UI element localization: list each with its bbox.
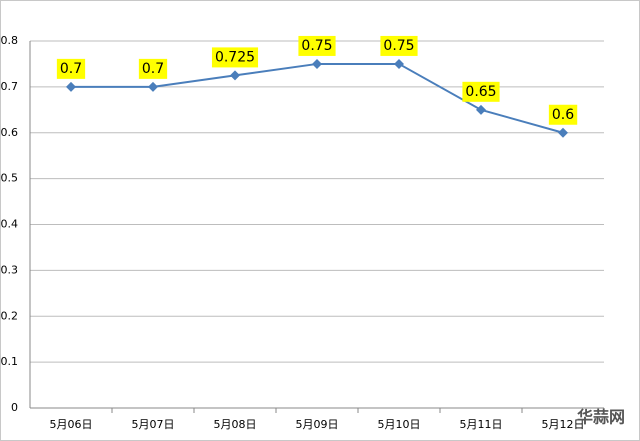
data-label-group: 0.7 — [138, 58, 168, 79]
x-tick-label: 5月08日 — [214, 418, 257, 431]
point-marker — [558, 127, 568, 138]
data-label-group: 0.75 — [380, 35, 418, 56]
data-label-group: 0.725 — [211, 47, 259, 68]
data-label: 0.75 — [301, 38, 332, 54]
data-label-group: 0.65 — [462, 81, 500, 102]
data-label-bg — [548, 104, 578, 125]
point-marker — [148, 81, 158, 92]
data-label-bg — [462, 81, 500, 102]
data-label: 0.65 — [465, 84, 496, 100]
y-tick-label: 0.1 — [1, 355, 19, 368]
y-tick-label: 0.8 — [1, 34, 19, 47]
data-label-bg — [138, 58, 168, 79]
data-label-bg — [298, 35, 336, 56]
data-label: 0.6 — [552, 107, 574, 123]
y-tick-label: 0.4 — [1, 218, 19, 231]
data-label: 0.75 — [383, 38, 414, 54]
watermark: 华蒜网 — [577, 408, 625, 427]
y-tick-label: 0.3 — [1, 263, 19, 276]
y-tick-label: 0.2 — [1, 309, 19, 322]
point-marker — [66, 81, 76, 92]
data-label: 0.725 — [215, 49, 255, 65]
data-label-bg — [380, 35, 418, 56]
x-tick-label: 5月06日 — [50, 418, 93, 431]
y-tick-label: 0 — [11, 401, 18, 414]
point-marker — [394, 58, 404, 69]
data-label-bg — [211, 47, 259, 68]
data-label-bg — [56, 58, 86, 79]
x-tick-label: 5月12日 — [542, 418, 585, 431]
point-marker — [476, 104, 486, 115]
data-label-group: 0.75 — [298, 35, 336, 56]
y-tick-label: 0.5 — [1, 172, 19, 185]
x-tick-label: 5月11日 — [460, 418, 503, 431]
x-tick-label: 5月10日 — [378, 418, 421, 431]
x-tick-label: 5月09日 — [296, 418, 339, 431]
point-marker — [230, 70, 240, 81]
y-tick-label: 0.6 — [1, 126, 19, 139]
data-label: 0.7 — [60, 61, 82, 77]
data-label-group: 0.6 — [548, 104, 578, 125]
data-label: 0.7 — [142, 61, 164, 77]
data-label-group: 0.7 — [56, 58, 86, 79]
point-marker — [312, 58, 322, 69]
y-tick-label: 0.7 — [1, 80, 19, 93]
x-tick-label: 5月07日 — [132, 418, 175, 431]
